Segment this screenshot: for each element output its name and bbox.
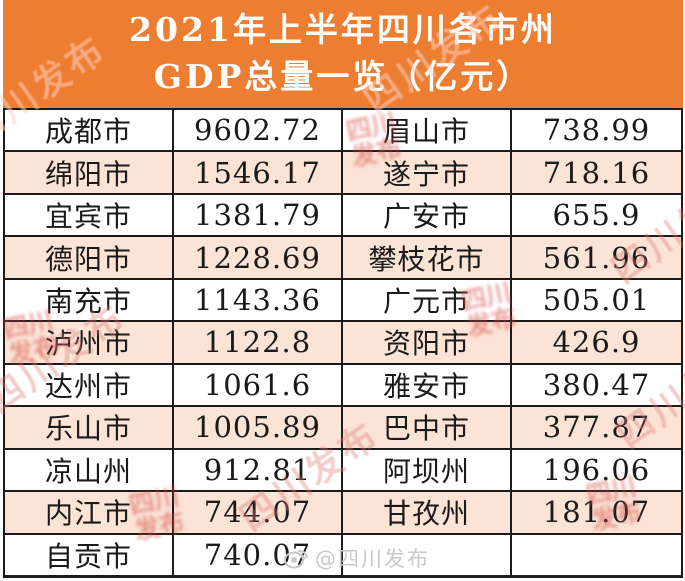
city-cell: 广元市: [343, 279, 512, 321]
title-line-1: 2021年上半年四川各市州: [129, 10, 557, 50]
city-cell: 攀枝花市: [343, 237, 512, 278]
city-cell: 泸州市: [5, 322, 174, 363]
value-cell: 718.16: [542, 155, 651, 190]
value-cell-empty: [512, 535, 681, 575]
city-cell: 眉山市: [343, 110, 512, 151]
value-cell: 1061.6: [174, 364, 343, 406]
gdp-table: 成都市 9602.72 眉山市 738.99 绵阳市 1546.17 遂宁市 7…: [3, 108, 683, 578]
city-cell: 雅安市: [343, 364, 512, 406]
value-cell: 426.9: [552, 325, 641, 360]
city-cell: 内江市: [5, 492, 174, 533]
value-cell: 1546.17: [174, 152, 343, 193]
city-cell: 甘孜州: [343, 492, 512, 533]
table-row: 内江市 744.07 甘孜州 181.07: [5, 490, 681, 533]
value-cell: 1228.69: [174, 237, 343, 278]
table-row: 绵阳市 1546.17 遂宁市 718.16: [5, 150, 681, 193]
table-row: 成都市 9602.72 眉山市 738.99: [5, 110, 681, 151]
value-cell: 9602.72: [174, 110, 343, 151]
value-cell: 740.07: [174, 534, 343, 575]
value-cell: 912.81: [174, 449, 343, 491]
table-row: 达州市 1061.6 雅安市 380.47: [5, 362, 681, 406]
city-cell: 资阳市: [343, 322, 512, 363]
table-row: 凉山州 912.81 阿坝州 196.06: [5, 447, 681, 491]
city-cell: 凉山州: [5, 449, 174, 491]
city-cell-empty: [343, 534, 512, 575]
value-cell: 561.96: [542, 240, 651, 275]
table-row: 德阳市 1228.69 攀枝花市 561.96: [5, 235, 681, 278]
value-cell: 196.06: [542, 452, 651, 487]
city-cell: 宜宾市: [5, 194, 174, 236]
value-cell: 181.07: [542, 495, 651, 530]
value-cell: 1122.8: [174, 322, 343, 363]
value-cell: 1005.89: [174, 407, 343, 448]
table-row: 泸州市 1122.8 资阳市 426.9: [5, 320, 681, 363]
city-cell: 阿坝州: [343, 449, 512, 491]
city-cell: 南充市: [5, 279, 174, 321]
city-cell: 广安市: [343, 194, 512, 236]
table-row: 南充市 1143.36 广元市 505.01: [5, 277, 681, 321]
value-cell: 655.9: [552, 198, 641, 233]
city-cell: 巴中市: [343, 407, 512, 448]
city-cell: 成都市: [5, 110, 174, 151]
value-cell: 1381.79: [174, 194, 343, 236]
value-cell: 377.87: [542, 410, 651, 445]
value-cell: 744.07: [174, 492, 343, 533]
title-banner: 2021年上半年四川各市州 GDP总量一览（亿元）: [3, 0, 683, 108]
value-cell: 505.01: [542, 283, 651, 318]
city-cell: 达州市: [5, 364, 174, 406]
value-cell: 738.99: [542, 113, 651, 148]
city-cell: 自贡市: [5, 534, 174, 575]
table-row: 宜宾市 1381.79 广安市 655.9: [5, 192, 681, 236]
city-cell: 乐山市: [5, 407, 174, 448]
value-cell: 380.47: [542, 367, 651, 402]
table-row: 乐山市 1005.89 巴中市 377.87: [5, 405, 681, 448]
title-line-2: GDP总量一览（亿元）: [153, 57, 533, 96]
table-row: 自贡市 740.07: [5, 532, 681, 575]
city-cell: 德阳市: [5, 237, 174, 278]
value-cell: 1143.36: [174, 279, 343, 321]
city-cell: 绵阳市: [5, 152, 174, 193]
city-cell: 遂宁市: [343, 152, 512, 193]
